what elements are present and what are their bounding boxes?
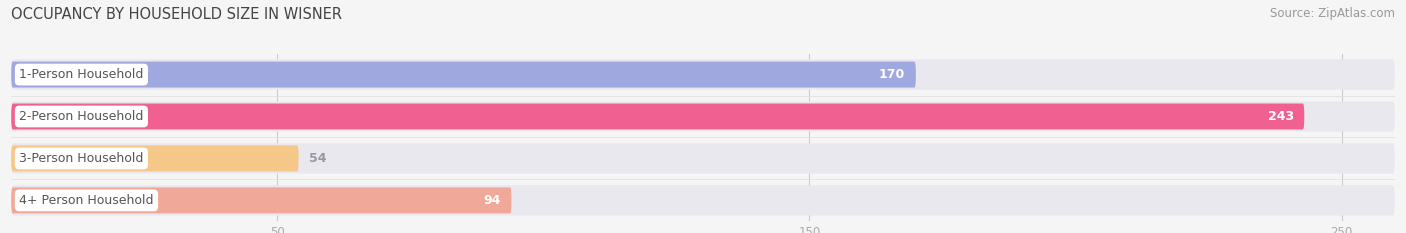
FancyBboxPatch shape <box>11 101 1395 132</box>
Text: OCCUPANCY BY HOUSEHOLD SIZE IN WISNER: OCCUPANCY BY HOUSEHOLD SIZE IN WISNER <box>11 7 342 22</box>
Text: 243: 243 <box>1268 110 1294 123</box>
Text: Source: ZipAtlas.com: Source: ZipAtlas.com <box>1270 7 1395 20</box>
Text: 54: 54 <box>309 152 326 165</box>
FancyBboxPatch shape <box>11 62 915 88</box>
Text: 2-Person Household: 2-Person Household <box>20 110 143 123</box>
Text: 1-Person Household: 1-Person Household <box>20 68 143 81</box>
FancyBboxPatch shape <box>11 143 1395 174</box>
Text: 94: 94 <box>484 194 501 207</box>
FancyBboxPatch shape <box>11 145 298 171</box>
FancyBboxPatch shape <box>11 185 1395 216</box>
Text: 4+ Person Household: 4+ Person Household <box>20 194 153 207</box>
FancyBboxPatch shape <box>11 59 1395 90</box>
Text: 3-Person Household: 3-Person Household <box>20 152 143 165</box>
Text: 170: 170 <box>879 68 905 81</box>
FancyBboxPatch shape <box>11 187 512 213</box>
FancyBboxPatch shape <box>11 103 1305 130</box>
